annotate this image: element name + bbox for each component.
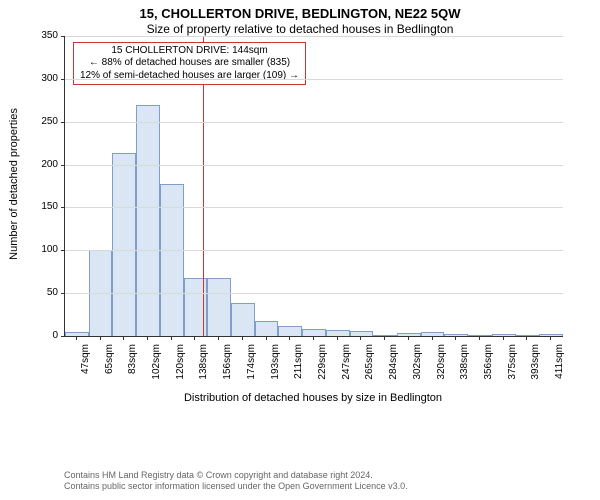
x-tick-label: 356sqm xyxy=(483,344,494,392)
y-tick-label: 200 xyxy=(30,159,58,170)
x-tick-mark xyxy=(550,336,551,340)
gridline-h xyxy=(65,293,563,294)
footer-line-2: Contains public sector information licen… xyxy=(64,481,408,492)
x-tick-mark xyxy=(360,336,361,340)
y-axis-label: Number of detached properties xyxy=(8,84,20,284)
y-tick-label: 100 xyxy=(30,244,58,255)
y-tick-label: 50 xyxy=(30,287,58,298)
x-axis-label: Distribution of detached houses by size … xyxy=(64,392,562,404)
annot-line-1: 15 CHOLLERTON DRIVE: 144sqm xyxy=(80,45,299,58)
gridline-h xyxy=(65,165,563,166)
gridline-h xyxy=(65,79,563,80)
bar xyxy=(112,153,136,336)
x-tick-mark xyxy=(266,336,267,340)
gridline-h xyxy=(65,122,563,123)
gridline-h xyxy=(65,207,563,208)
x-tick-label: 393sqm xyxy=(530,344,541,392)
x-tick-label: 320sqm xyxy=(436,344,447,392)
x-tick-mark xyxy=(100,336,101,340)
x-tick-label: 102sqm xyxy=(151,344,162,392)
x-tick-mark xyxy=(384,336,385,340)
y-tick-label: 350 xyxy=(30,30,58,41)
x-tick-label: 65sqm xyxy=(104,344,115,392)
x-tick-label: 83sqm xyxy=(127,344,138,392)
page-title: 15, CHOLLERTON DRIVE, BEDLINGTON, NE22 5… xyxy=(0,0,600,22)
x-tick-mark xyxy=(123,336,124,340)
annot-line-3: 12% of semi-detached houses are larger (… xyxy=(80,70,299,83)
x-tick-mark xyxy=(218,336,219,340)
x-tick-mark xyxy=(526,336,527,340)
x-tick-label: 284sqm xyxy=(388,344,399,392)
x-tick-mark xyxy=(313,336,314,340)
x-tick-mark xyxy=(503,336,504,340)
page-subtitle: Size of property relative to detached ho… xyxy=(0,22,600,36)
x-tick-label: 302sqm xyxy=(412,344,423,392)
chart-area: Number of detached properties 15 CHOLLER… xyxy=(0,36,600,456)
y-tick-label: 0 xyxy=(30,330,58,341)
x-tick-label: 211sqm xyxy=(293,344,304,392)
y-tick-label: 250 xyxy=(30,116,58,127)
y-tick-mark xyxy=(61,79,65,80)
x-tick-mark xyxy=(171,336,172,340)
x-tick-label: 375sqm xyxy=(507,344,518,392)
x-tick-label: 120sqm xyxy=(175,344,186,392)
x-tick-mark xyxy=(147,336,148,340)
x-tick-label: 138sqm xyxy=(198,344,209,392)
y-tick-label: 150 xyxy=(30,201,58,212)
x-tick-mark xyxy=(408,336,409,340)
x-tick-label: 174sqm xyxy=(246,344,257,392)
plot-area: 15 CHOLLERTON DRIVE: 144sqm ← 88% of det… xyxy=(64,36,563,337)
bar xyxy=(278,326,302,336)
x-tick-label: 247sqm xyxy=(341,344,352,392)
x-tick-mark xyxy=(479,336,480,340)
x-tick-label: 338sqm xyxy=(459,344,470,392)
x-tick-label: 265sqm xyxy=(364,344,375,392)
gridline-h xyxy=(65,250,563,251)
x-tick-label: 156sqm xyxy=(222,344,233,392)
x-tick-label: 47sqm xyxy=(80,344,91,392)
x-tick-label: 411sqm xyxy=(554,344,565,392)
annot-line-2: ← 88% of detached houses are smaller (83… xyxy=(80,57,299,70)
x-tick-label: 229sqm xyxy=(317,344,328,392)
y-tick-mark xyxy=(61,165,65,166)
x-tick-mark xyxy=(432,336,433,340)
x-tick-mark xyxy=(194,336,195,340)
y-tick-mark xyxy=(61,36,65,37)
y-tick-mark xyxy=(61,122,65,123)
bar xyxy=(207,278,231,336)
chart-container: 15, CHOLLERTON DRIVE, BEDLINGTON, NE22 5… xyxy=(0,0,600,500)
bar xyxy=(397,333,421,336)
footer-line-1: Contains HM Land Registry data © Crown c… xyxy=(64,470,408,481)
bar xyxy=(255,321,279,336)
x-tick-mark xyxy=(337,336,338,340)
x-tick-label: 193sqm xyxy=(270,344,281,392)
x-tick-mark xyxy=(242,336,243,340)
x-tick-mark xyxy=(76,336,77,340)
y-tick-label: 300 xyxy=(30,73,58,84)
footer-attribution: Contains HM Land Registry data © Crown c… xyxy=(64,470,408,493)
x-tick-mark xyxy=(289,336,290,340)
bar xyxy=(65,332,89,336)
y-tick-mark xyxy=(61,336,65,337)
y-tick-mark xyxy=(61,293,65,294)
y-tick-mark xyxy=(61,207,65,208)
gridline-h xyxy=(65,36,563,37)
bar xyxy=(302,329,326,336)
bar xyxy=(231,303,255,336)
y-tick-mark xyxy=(61,250,65,251)
bar xyxy=(136,105,160,336)
x-tick-mark xyxy=(455,336,456,340)
